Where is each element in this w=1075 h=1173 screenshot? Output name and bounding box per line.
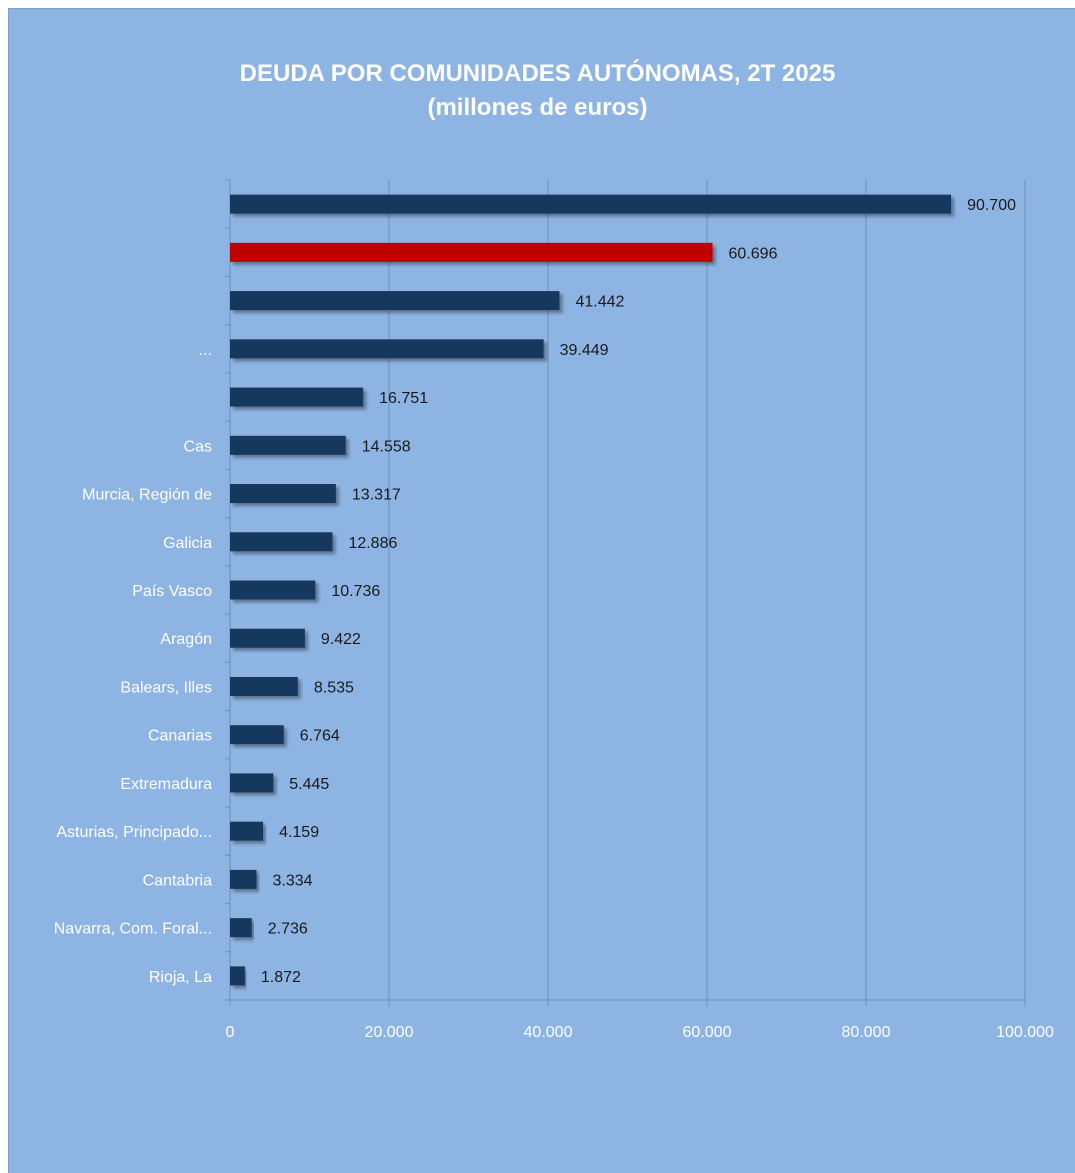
category-label: Cantabria bbox=[143, 872, 212, 889]
bar bbox=[230, 339, 544, 359]
data-label: 39.449 bbox=[560, 342, 609, 359]
category-label: Rioja, La bbox=[149, 969, 212, 986]
category-label: Navarra, Com. Foral... bbox=[54, 921, 212, 938]
data-label: 2.736 bbox=[268, 921, 308, 938]
data-label: 14.558 bbox=[362, 438, 411, 455]
category-label: Extremadura bbox=[120, 776, 212, 793]
category-label: Galicia bbox=[163, 535, 212, 552]
data-label: 3.334 bbox=[273, 872, 313, 889]
data-label: 1.872 bbox=[261, 969, 301, 986]
category-label: País Vasco bbox=[132, 583, 212, 600]
bar bbox=[230, 291, 560, 311]
x-tick-label: 80.000 bbox=[842, 1024, 891, 1041]
bar bbox=[230, 628, 305, 648]
data-label: 4.159 bbox=[279, 824, 319, 841]
bar bbox=[230, 869, 257, 889]
category-label: Cas bbox=[184, 438, 212, 455]
bar bbox=[230, 194, 952, 214]
data-label: 90.700 bbox=[967, 197, 1016, 214]
bar bbox=[230, 435, 346, 455]
bar bbox=[230, 484, 336, 504]
category-label: ... bbox=[199, 342, 212, 359]
data-label: 10.736 bbox=[331, 583, 380, 600]
category-label: Aragón bbox=[160, 631, 212, 648]
category-label: Canarias bbox=[148, 728, 212, 745]
bar bbox=[230, 242, 713, 262]
bar bbox=[230, 966, 245, 986]
category-label: Balears, Illes bbox=[120, 679, 212, 696]
data-label: 6.764 bbox=[300, 728, 340, 745]
data-label: 16.751 bbox=[379, 390, 428, 407]
bar bbox=[230, 676, 298, 696]
category-label: Asturias, Principado... bbox=[56, 824, 212, 841]
data-label: 12.886 bbox=[348, 535, 397, 552]
chart-subtitle: (millones de euros) bbox=[427, 94, 648, 121]
data-label: 13.317 bbox=[352, 487, 401, 504]
bar bbox=[230, 773, 274, 793]
x-tick-label: 100.000 bbox=[996, 1024, 1054, 1041]
x-tick-label: 20.000 bbox=[365, 1024, 414, 1041]
data-label: 60.696 bbox=[729, 245, 778, 262]
bar bbox=[230, 725, 284, 745]
chart-title: DEUDA POR COMUNIDADES AUTÓNOMAS, 2T 2025 bbox=[239, 60, 836, 87]
bar bbox=[230, 821, 264, 841]
bar bbox=[230, 532, 333, 552]
x-tick-label: 40.000 bbox=[524, 1024, 573, 1041]
data-label: 8.535 bbox=[314, 679, 354, 696]
data-label: 9.422 bbox=[321, 631, 361, 648]
bar bbox=[230, 918, 252, 938]
category-label: Murcia, Región de bbox=[82, 487, 212, 504]
data-label: 5.445 bbox=[289, 776, 329, 793]
x-tick-label: 60.000 bbox=[683, 1024, 732, 1041]
chart-title-block: DEUDA POR COMUNIDADES AUTÓNOMAS, 2T 2025… bbox=[0, 57, 1075, 125]
bar bbox=[230, 387, 364, 407]
bar bbox=[230, 580, 316, 600]
x-tick-label: 0 bbox=[226, 1024, 235, 1041]
data-label: 41.442 bbox=[575, 294, 624, 311]
